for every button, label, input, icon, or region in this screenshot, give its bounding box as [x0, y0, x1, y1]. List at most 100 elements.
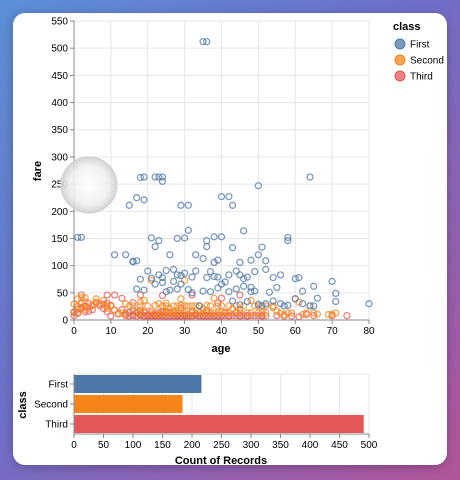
data-point-first[interactable] [162, 266, 170, 275]
data-point-first[interactable] [140, 286, 148, 294]
data-point-first[interactable] [158, 278, 167, 287]
data-point-first[interactable] [210, 272, 218, 281]
data-point-second[interactable] [121, 310, 130, 318]
data-point-second[interactable] [173, 309, 181, 317]
data-point-first[interactable] [291, 275, 299, 283]
data-point-first[interactable] [217, 280, 226, 288]
data-point-second[interactable] [77, 303, 86, 312]
data-point-third[interactable] [88, 306, 97, 314]
data-point-first[interactable] [180, 269, 189, 277]
data-point-second[interactable] [210, 309, 218, 317]
data-point-first[interactable] [228, 297, 237, 305]
data-point-second[interactable] [107, 302, 115, 310]
data-point-third[interactable] [136, 291, 145, 299]
data-point-first[interactable] [251, 267, 259, 276]
bar-first[interactable] [74, 375, 202, 393]
data-point-first[interactable] [155, 236, 163, 245]
data-point-first[interactable] [203, 273, 211, 282]
data-point-first[interactable] [236, 258, 244, 267]
data-point-second[interactable] [284, 309, 292, 317]
data-point-first[interactable] [262, 265, 270, 274]
data-point-first[interactable] [254, 300, 263, 308]
data-point-second[interactable] [225, 309, 233, 317]
data-point-first[interactable] [225, 192, 233, 201]
data-point-second[interactable] [214, 309, 222, 317]
data-point-first[interactable] [310, 282, 318, 290]
data-point-first[interactable] [262, 257, 270, 265]
data-point-first[interactable] [147, 274, 156, 282]
data-point-first[interactable] [269, 273, 277, 282]
data-point-first[interactable] [166, 251, 174, 259]
data-point-first[interactable] [136, 275, 145, 283]
data-point-second[interactable] [114, 309, 122, 318]
data-point-first[interactable] [269, 297, 277, 305]
data-point-first[interactable] [243, 297, 251, 306]
data-point-first[interactable] [258, 302, 266, 310]
data-point-first[interactable] [125, 201, 133, 209]
data-point-first[interactable] [228, 244, 237, 252]
data-point-second[interactable] [332, 309, 340, 317]
data-point-first[interactable] [332, 289, 340, 298]
data-point-second[interactable] [236, 309, 244, 317]
data-point-first[interactable] [147, 234, 156, 242]
data-point-first[interactable] [236, 301, 244, 309]
data-point-second[interactable] [180, 302, 189, 310]
data-point-first[interactable] [136, 173, 145, 182]
data-point-first[interactable] [180, 234, 189, 242]
data-point-first[interactable] [177, 280, 185, 288]
bars[interactable] [74, 375, 364, 433]
data-point-first[interactable] [144, 267, 152, 275]
data-point-first[interactable] [306, 302, 314, 310]
data-point-first[interactable] [306, 173, 314, 181]
data-point-third[interactable] [236, 291, 244, 299]
data-point-third[interactable] [343, 312, 351, 320]
data-point-second[interactable] [166, 309, 174, 317]
data-point-first[interactable] [365, 300, 373, 308]
data-point-third[interactable] [177, 304, 185, 312]
data-point-first[interactable] [295, 273, 303, 282]
data-point-first[interactable] [151, 173, 159, 181]
data-point-first[interactable] [203, 236, 211, 245]
data-point-first[interactable] [298, 300, 307, 308]
data-point-second[interactable] [203, 301, 211, 309]
data-point-second[interactable] [96, 302, 104, 310]
data-point-first[interactable] [217, 233, 226, 241]
data-point-second[interactable] [92, 295, 100, 303]
data-point-first[interactable] [166, 286, 174, 294]
data-point-second[interactable] [217, 302, 226, 310]
data-point-first[interactable] [243, 273, 251, 281]
data-point-second[interactable] [147, 310, 156, 318]
data-point-second[interactable] [276, 309, 285, 317]
data-point-first[interactable] [239, 227, 248, 235]
data-point-first[interactable] [214, 273, 222, 281]
data-point-second[interactable] [232, 309, 240, 317]
data-point-first[interactable] [273, 283, 281, 292]
data-point-second[interactable] [125, 302, 133, 310]
data-point-second[interactable] [310, 309, 318, 317]
data-point-second[interactable] [81, 294, 89, 302]
data-point-second[interactable] [99, 296, 108, 305]
data-point-first[interactable] [195, 302, 204, 310]
data-point-second[interactable] [162, 299, 170, 307]
data-point-first[interactable] [221, 278, 229, 286]
data-point-first[interactable] [332, 297, 340, 306]
data-point-first[interactable] [247, 288, 255, 296]
data-point-third[interactable] [99, 300, 108, 308]
data-point-first[interactable] [173, 234, 181, 243]
data-point-second[interactable] [81, 298, 89, 306]
data-point-second[interactable] [206, 309, 215, 317]
legend-item-first[interactable]: First [394, 38, 430, 51]
data-point-first[interactable] [133, 285, 141, 293]
data-point-first[interactable] [155, 173, 163, 181]
data-point-second[interactable] [262, 309, 270, 317]
data-point-second[interactable] [221, 309, 229, 317]
data-point-second[interactable] [184, 302, 192, 310]
data-point-first[interactable] [217, 192, 226, 201]
data-point-first[interactable] [228, 201, 237, 209]
data-point-second[interactable] [118, 309, 126, 317]
data-point-first[interactable] [74, 233, 82, 242]
data-point-first[interactable] [284, 236, 292, 245]
data-point-second[interactable] [169, 308, 178, 316]
data-point-second[interactable] [247, 296, 255, 305]
data-point-second[interactable] [177, 309, 185, 317]
